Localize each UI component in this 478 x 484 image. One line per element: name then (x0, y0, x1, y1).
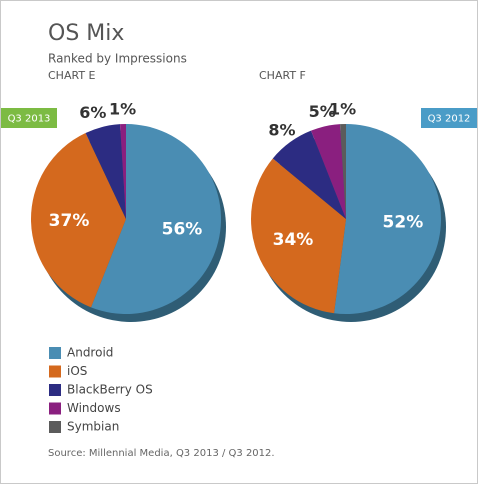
legend-label: BlackBerry OS (67, 383, 153, 397)
value-label: 52% (383, 213, 424, 233)
legend-swatch (49, 365, 61, 378)
chart-title: CHART F (259, 69, 306, 82)
source: Source: Millennial Media, Q3 2013 / Q3 2… (48, 448, 275, 459)
legend-label: Windows (67, 401, 121, 415)
value-label: 8% (268, 120, 295, 139)
value-label: 1% (329, 100, 356, 119)
chart-title: CHART E (48, 69, 96, 82)
title: OS Mix (48, 21, 124, 46)
value-label: 56% (162, 220, 203, 240)
period-badge (1, 108, 57, 128)
pie-slice (91, 124, 221, 314)
pie-slice (85, 124, 126, 219)
value-label: 37% (49, 211, 90, 231)
legend-label: iOS (67, 364, 87, 378)
legend-swatch (49, 347, 61, 359)
pie-slice (340, 124, 346, 219)
pie-slice (250, 158, 346, 314)
value-label: 34% (273, 230, 314, 250)
legend-swatch (49, 421, 61, 433)
pie-slice (272, 130, 346, 219)
value-label: 1% (109, 100, 136, 119)
pie-slice (120, 124, 126, 219)
legend-label: Symbian (67, 420, 119, 434)
period-label: Q3 2012 (428, 114, 471, 125)
period-label: Q3 2013 (8, 114, 51, 125)
value-label: 6% (79, 103, 106, 122)
pie-slice (334, 124, 441, 314)
legend-label: Android (67, 346, 113, 360)
legend-swatch (49, 402, 61, 415)
pie-slice (30, 133, 126, 308)
value-label: 5% (309, 102, 336, 121)
period-badge (421, 108, 477, 128)
subtitle: Ranked by Impressions (48, 52, 187, 66)
pie-slice (311, 124, 346, 219)
legend-swatch (49, 384, 61, 396)
